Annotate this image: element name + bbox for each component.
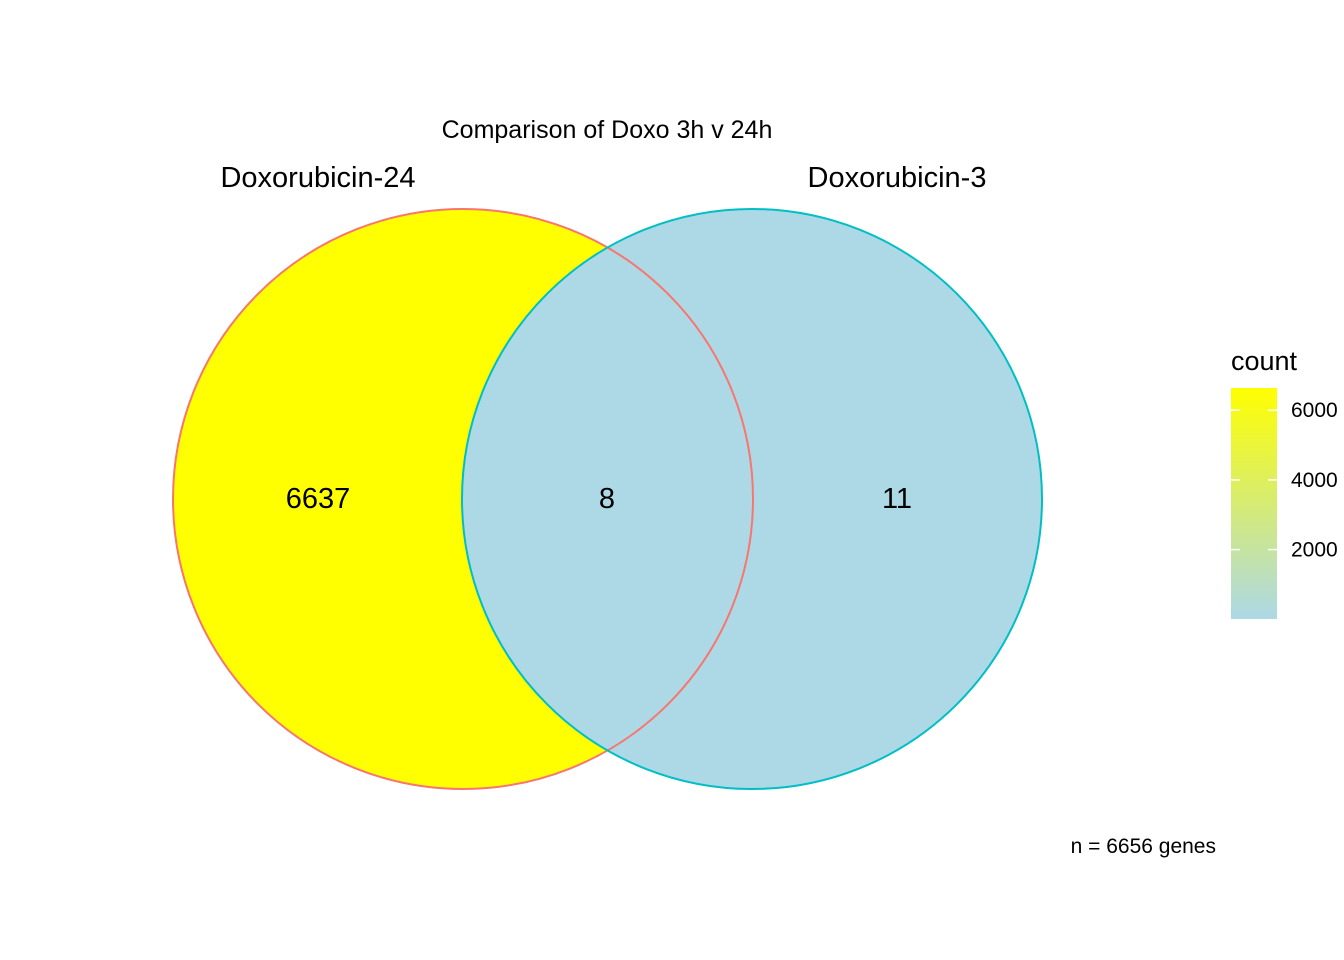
legend-tick-label: 2000 xyxy=(1291,539,1338,562)
count-overlap: 8 xyxy=(599,483,615,515)
caption: n = 6656 genes xyxy=(1071,835,1216,858)
chart-title: Comparison of Doxo 3h v 24h xyxy=(442,116,773,144)
legend-title: count xyxy=(1231,346,1298,376)
set-label-doxorubicin-24: Doxorubicin-24 xyxy=(220,162,415,194)
legend-colorbar xyxy=(1231,388,1277,619)
legend-tick-label: 6000 xyxy=(1291,399,1338,422)
set-label-doxorubicin-3: Doxorubicin-3 xyxy=(808,162,987,194)
count-doxorubicin-24-only: 6637 xyxy=(286,483,351,515)
count-legend: count 2000 4000 6000 xyxy=(1231,346,1338,619)
set-outline-doxorubicin-24 xyxy=(172,208,754,790)
set-outline-doxorubicin-3 xyxy=(461,208,1043,790)
legend-tick-label: 4000 xyxy=(1291,469,1338,492)
count-doxorubicin-3-only: 11 xyxy=(882,483,912,515)
